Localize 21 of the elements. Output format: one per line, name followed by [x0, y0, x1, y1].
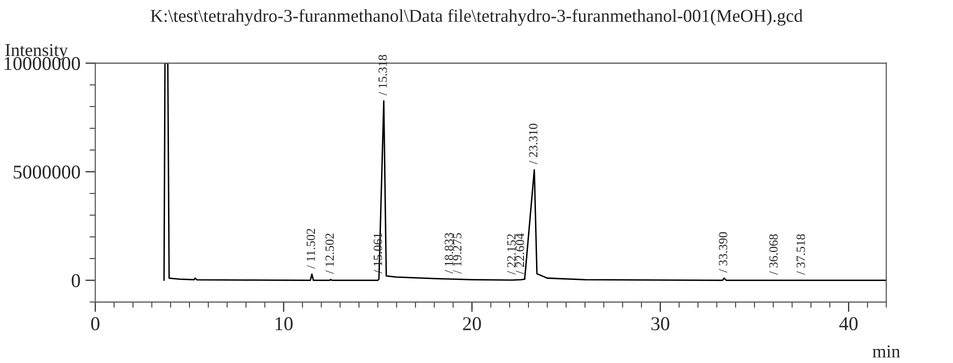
annotation: / 15.318	[378, 54, 387, 96]
x-axis-title: min	[872, 345, 900, 358]
annotation: / 11.502	[306, 228, 316, 269]
chart-title: K:\test\tetrahydro-3-furanmethanol\Data file\tetrahydro-3-furanmethanol-001(MeOH).gcd	[150, 9, 803, 26]
x-tick-label: 0	[91, 317, 100, 330]
annotation: / 18.833	[444, 232, 454, 274]
annotation: / 23.310	[528, 124, 538, 164]
annotation: / 22.152	[507, 234, 516, 275]
x-tick-label: 30	[652, 317, 670, 330]
y-tick-label: 0	[72, 274, 80, 288]
x-tick-label: 20	[463, 317, 481, 330]
y-tick-label: 5000000	[14, 166, 80, 179]
annotation: / 37.518	[796, 234, 806, 275]
x-tick-label: 40	[839, 317, 858, 330]
x-tick-label: 10	[276, 317, 293, 330]
annotation: / 19.275	[453, 233, 462, 274]
annotation: / 15.061	[374, 233, 382, 274]
annotation: / 36.068	[769, 234, 778, 275]
annotation: / 22.604	[516, 233, 524, 274]
annotation: / 33.390	[718, 232, 728, 273]
annotation: / 12.502	[325, 234, 334, 274]
